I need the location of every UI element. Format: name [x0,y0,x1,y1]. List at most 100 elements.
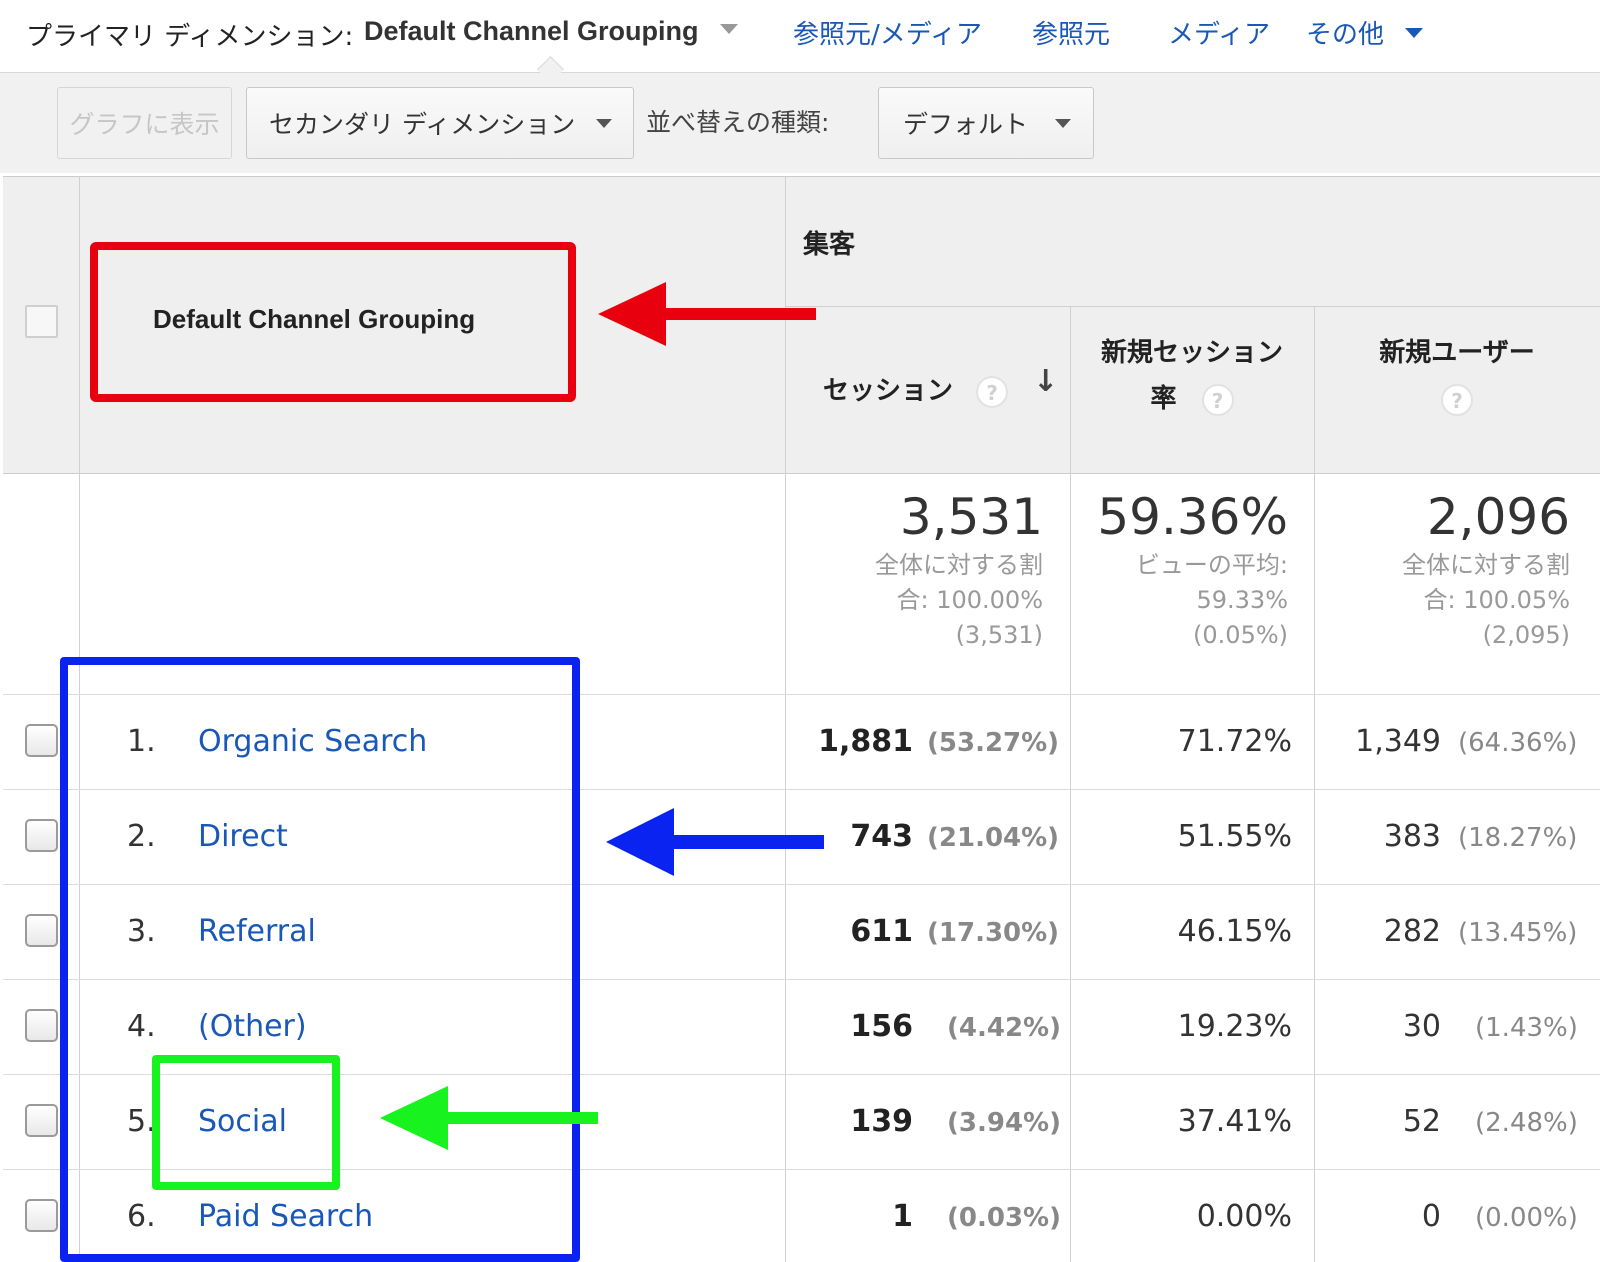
grid-line [3,884,1600,885]
table-header-right [785,176,1600,474]
primary-dimension-value[interactable]: Default Channel Grouping [364,16,699,46]
row-number: 6. [127,1199,156,1234]
sort-type-dropdown[interactable]: デフォルト [878,87,1094,159]
row-checkbox[interactable] [25,1104,58,1137]
grid-line [1070,306,1071,1262]
plot-rows-button[interactable]: グラフに表示 [57,87,232,159]
secondary-dimension-dropdown[interactable]: セカンダリ ディメンション [246,87,634,159]
dimension-column-header[interactable]: Default Channel Grouping [153,304,476,334]
dimension-link-source-medium[interactable]: 参照元/メディア [793,20,982,50]
summary-users-line1: 全体に対する割 [1402,551,1570,579]
row-new-users: 30 [1402,1009,1441,1044]
chevron-down-icon[interactable] [1405,28,1423,38]
summary-rate-value: 59.36% [1097,488,1288,546]
row-channel-link[interactable]: Paid Search [198,1199,374,1234]
row-number: 5. [127,1104,156,1139]
row-sessions-pct: (4.42%) [947,1013,1061,1043]
summary-rate-line2: 59.33% [1196,586,1288,614]
grid-line [3,979,1600,980]
acquisition-group-header: 集客 [803,230,856,260]
red-arrow-icon [598,282,816,346]
row-sessions: 611 [850,914,913,949]
summary-users-line3: (2,095) [1482,621,1570,649]
row-sessions-pct: (0.03%) [947,1203,1061,1233]
help-icon[interactable]: ? [1441,383,1473,416]
grid-line [785,306,1600,307]
row-new-users-pct: (1.43%) [1475,1013,1578,1043]
grid-line [3,789,1600,790]
green-highlight-box [152,1055,340,1190]
sort-type-value: デフォルト [903,110,1029,139]
row-new-session-rate: 19.23% [1177,1009,1292,1044]
row-new-users-pct: (2.48%) [1475,1108,1578,1138]
row-new-users: 383 [1383,819,1441,854]
row-new-users-pct: (13.45%) [1458,918,1578,948]
row-new-users: 52 [1402,1104,1441,1139]
row-checkbox[interactable] [25,1009,58,1042]
chevron-down-icon [1055,119,1071,128]
table-toolbar: グラフに表示 セカンダリ ディメンション 並べ替えの種類: デフォルト [0,73,1600,173]
row-channel-link[interactable]: (Other) [198,1009,307,1044]
grid-line [1314,306,1315,1262]
row-sessions-pct: (17.30%) [927,918,1060,948]
chevron-down-icon[interactable] [720,24,738,34]
row-number: 2. [127,819,156,854]
help-icon[interactable]: ? [1201,383,1234,416]
data-table: Default Channel Grouping 集客 セッション ? ↓ 新規… [3,176,1600,1262]
row-sessions: 139 [850,1104,913,1139]
row-checkbox[interactable] [25,1199,58,1232]
row-new-session-rate: 37.41% [1177,1104,1292,1139]
row-checkbox[interactable] [25,724,58,757]
select-all-checkbox[interactable] [25,305,58,338]
dimension-link-other[interactable]: その他 [1306,20,1385,50]
grid-line [3,1074,1600,1075]
new-session-rate-header-line1: 新規セッション [1100,338,1283,368]
row-checkbox[interactable] [25,914,58,947]
row-new-session-rate: 46.15% [1177,914,1292,949]
dimension-link-source[interactable]: 参照元 [1032,20,1111,50]
plot-rows-label: グラフに表示 [69,110,220,139]
summary-users-value: 2,096 [1426,488,1570,546]
primary-dimension-bar: プライマリ ディメンション: Default Channel Grouping … [0,0,1600,83]
row-channel-link[interactable]: Direct [198,819,288,854]
row-new-users: 0 [1421,1199,1441,1234]
new-session-rate-column-header[interactable]: 新規セッション 率 ? [1070,330,1314,422]
summary-sessions-line3: (3,531) [955,621,1043,649]
blue-highlight-box [60,657,580,1262]
row-number: 1. [127,724,156,759]
new-users-column-header[interactable]: 新規ユーザー ? [1314,330,1600,422]
row-new-users-pct: (64.36%) [1458,728,1578,758]
row-new-session-rate: 0.00% [1196,1199,1292,1234]
dimension-link-medium[interactable]: メディア [1168,20,1271,50]
sessions-header-label: セッション [823,376,954,406]
help-icon[interactable]: ? [976,375,1009,408]
row-new-users-pct: (0.00%) [1475,1203,1578,1233]
summary-sessions-value: 3,531 [899,488,1043,546]
sort-descending-icon[interactable]: ↓ [1033,364,1059,399]
grid-line [79,176,80,1262]
grid-line [785,176,786,1262]
summary-sessions-line2: 合: 100.00% [896,586,1044,614]
row-sessions-pct: (21.04%) [927,823,1060,853]
row-sessions: 1,881 [818,724,913,759]
sessions-column-header[interactable]: セッション ? [823,368,1009,414]
summary-users-line2: 合: 100.05% [1423,586,1571,614]
row-sessions-pct: (3.94%) [947,1108,1061,1138]
summary-rate-line1: ビューの平均: [1135,551,1288,579]
chevron-down-icon [596,119,612,128]
grid-line [3,694,1600,695]
summary-sessions-line1: 全体に対する割 [875,551,1043,579]
grid-line [3,1169,1600,1170]
row-sessions: 156 [850,1009,913,1044]
row-sessions: 743 [850,819,913,854]
blue-arrow-icon [606,808,824,876]
new-session-rate-header-line2: 率 [1150,384,1177,414]
row-channel-link[interactable]: Referral [198,914,316,949]
row-channel-link[interactable]: Social [198,1104,287,1139]
row-checkbox[interactable] [25,819,58,852]
row-channel-link[interactable]: Organic Search [198,724,428,759]
row-number: 3. [127,914,156,949]
secondary-dimension-label: セカンダリ ディメンション [269,110,576,139]
row-sessions-pct: (53.27%) [927,728,1060,758]
